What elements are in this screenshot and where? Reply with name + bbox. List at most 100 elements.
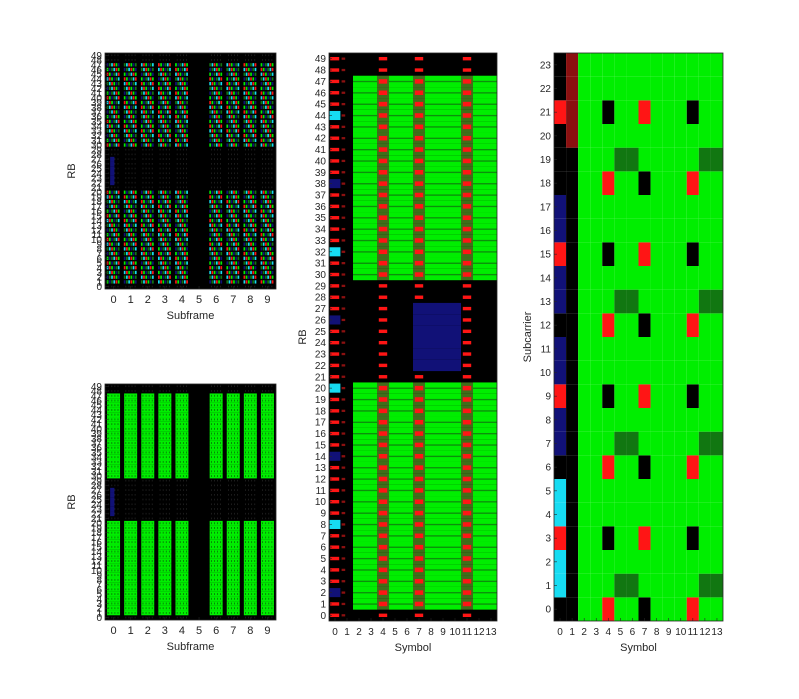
allocation-stripe <box>168 527 170 529</box>
allocation-stripe <box>151 446 153 449</box>
allocation-stripe <box>128 522 130 525</box>
y-tick-label: 35 <box>91 448 103 459</box>
rs-mix-cell <box>254 228 257 232</box>
allocation-cell <box>243 440 257 446</box>
allocation-cell <box>158 407 172 413</box>
allocation-stripe <box>248 394 249 397</box>
gap-stripe <box>186 512 187 515</box>
rs-mix-cell <box>108 91 111 95</box>
allocation-stripe <box>108 611 110 614</box>
rs-mix-cell <box>164 223 167 227</box>
gap-stripe <box>245 479 246 482</box>
gap-stripe <box>186 153 187 156</box>
rs-mix-cell <box>117 124 120 128</box>
rs-mix-cell <box>158 63 160 67</box>
rs-mix-cell <box>145 214 148 218</box>
rs-mix-cell <box>220 115 223 119</box>
gap-stripe <box>268 59 270 61</box>
rs-mix-cell <box>267 275 269 279</box>
allocation-stripe <box>108 597 110 600</box>
gap-stripe <box>228 59 229 61</box>
gap-stripe <box>248 285 249 288</box>
allocation-cell <box>158 431 172 436</box>
rs-mix-cell <box>230 96 233 100</box>
rs-mix-cell <box>265 119 267 124</box>
rs-mix-cell <box>108 190 111 194</box>
rs-mix-cell <box>166 214 169 218</box>
allocation-stripe <box>271 536 273 539</box>
gap-stripe <box>211 517 212 520</box>
allocation-stripe <box>237 560 239 562</box>
rs-mix-cell <box>267 100 269 105</box>
allocation-stripe <box>128 607 130 610</box>
rs-mix-cell <box>265 261 267 265</box>
rs-mix-cell <box>164 266 167 270</box>
rs-mix-cell <box>140 110 143 114</box>
rs-mix-cell <box>169 63 171 67</box>
allocation-stripe <box>234 432 235 435</box>
rs-mix-cell <box>271 138 274 142</box>
rs-mix-cell <box>113 133 116 138</box>
rs-mix-cell <box>152 86 154 91</box>
allocation-stripe <box>268 446 270 449</box>
x-tick-label: 0 <box>110 625 116 637</box>
rs-mix-cell <box>252 256 255 260</box>
rs-mix-cell <box>164 124 167 128</box>
rs-mix-cell <box>160 242 162 246</box>
gap-stripe <box>211 148 212 151</box>
rs-mix-cell <box>218 77 220 81</box>
allocation-stripe <box>237 611 239 614</box>
allocation-stripe <box>265 451 267 454</box>
rs-mix-cell <box>243 218 246 223</box>
y-tick-label: 41 <box>91 89 103 100</box>
gap-stripe <box>220 390 221 392</box>
rs-mix-cell <box>152 124 154 128</box>
rs-mix-cell <box>235 86 238 91</box>
allocation-stripe <box>214 569 215 572</box>
rs-mix-cell <box>108 72 111 76</box>
gap-stripe <box>117 508 119 510</box>
rs-mix-cell <box>166 143 169 147</box>
rs-mix-cell <box>237 110 240 114</box>
allocation-stripe <box>231 418 232 421</box>
allocation-cell <box>209 586 223 592</box>
gap-stripe <box>117 512 119 515</box>
rs-mix-cell <box>164 204 167 209</box>
allocation-stripe <box>179 527 181 529</box>
rs-mix-cell <box>179 266 182 270</box>
allocation-stripe <box>237 597 239 600</box>
rs-mix-cell <box>254 204 257 209</box>
allocation-stripe <box>214 394 215 397</box>
allocation-stripe <box>214 597 215 600</box>
allocation-stripe <box>220 470 221 473</box>
rs-mix-cell <box>166 115 169 119</box>
rs-mix-cell <box>140 190 143 194</box>
pdsch-stripe <box>365 592 377 594</box>
allocation-stripe <box>165 409 167 411</box>
gap-stripe <box>148 503 150 506</box>
allocation-stripe <box>211 597 212 600</box>
rs-mix-cell <box>262 204 265 209</box>
gap-stripe <box>245 167 246 170</box>
gap-stripe <box>145 390 147 392</box>
allocation-stripe <box>162 409 164 411</box>
gap-stripe <box>228 493 229 496</box>
allocation-stripe <box>265 564 267 567</box>
x-tick-label: 4 <box>179 625 185 637</box>
allocation-stripe <box>125 597 127 600</box>
allocation-stripe <box>231 545 232 548</box>
rs-mix-cell <box>226 242 229 246</box>
gap-stripe <box>186 285 187 288</box>
rs-mix-cell <box>209 195 212 199</box>
rs-mix-cell <box>177 218 180 223</box>
rs-mix-cell <box>115 242 118 246</box>
y-axis-label: RB <box>66 494 78 509</box>
rs-mix-cell <box>186 86 188 91</box>
y-tick-label: 25 <box>91 164 103 175</box>
rs-mix-cell <box>115 105 118 109</box>
allocation-stripe <box>214 413 215 416</box>
gap-stripe <box>245 508 246 510</box>
rs-mix-cell <box>215 261 218 265</box>
rs-mix-cell <box>111 256 113 260</box>
rs-mix-cell <box>126 218 128 223</box>
